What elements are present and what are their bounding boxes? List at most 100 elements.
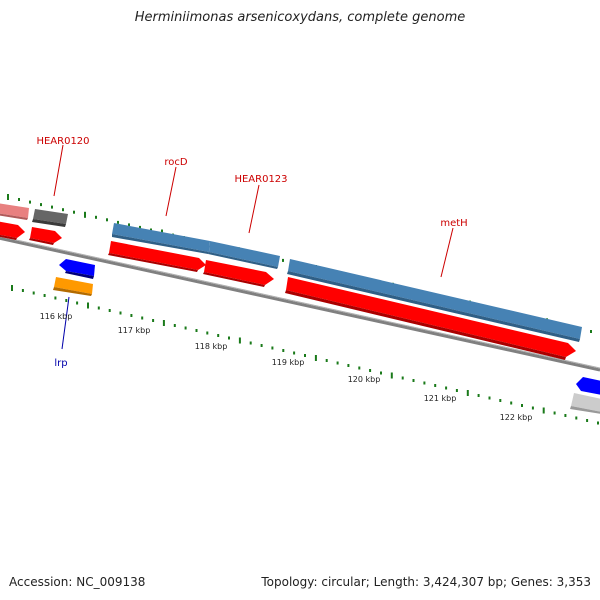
gene-hear0119-pink[interactable]	[0, 202, 29, 220]
lower-tick-40	[445, 386, 448, 390]
ruler-label-120kbp: 120 kbp	[348, 375, 381, 384]
gene-label-lrp[interactable]: lrp	[54, 358, 67, 369]
lower-tick-21	[238, 337, 241, 344]
lower-tick-15	[173, 324, 176, 327]
genome-backbone	[0, 236, 600, 372]
lower-tick-8	[97, 306, 100, 310]
gene-hear0119-cds[interactable]	[0, 220, 25, 240]
lower-tick-14	[162, 320, 165, 326]
upper-tick-53	[590, 330, 592, 333]
upper-tick-25	[282, 258, 284, 262]
upper-tick-7	[84, 211, 86, 218]
upper-tick-1	[18, 198, 20, 201]
lower-tick-12	[141, 316, 144, 320]
lower-tick-25	[282, 349, 285, 352]
rocd-leader-line	[165, 166, 177, 217]
lower-tick-41	[455, 389, 458, 392]
lower-tick-9	[108, 309, 111, 312]
lower-tick-7	[87, 302, 89, 309]
gene-meth-blue[interactable]	[287, 259, 582, 342]
lower-tick-51	[564, 414, 567, 417]
ruler-label-118kbp: 118 kbp	[195, 342, 228, 351]
lower-tick-53	[586, 419, 589, 422]
upper-tick-10	[117, 220, 119, 224]
lower-tick-20	[228, 336, 230, 340]
upper-tick-9	[106, 218, 108, 222]
map-title: Herminiimonas arsenicoxydans, complete g…	[134, 10, 466, 25]
lower-tick-29	[325, 359, 328, 362]
lower-tick-2	[32, 291, 35, 295]
gene-hear0120-gray[interactable]	[32, 209, 68, 227]
gene-right-light-gray[interactable]	[570, 393, 600, 414]
gene-lrp-orange[interactable]	[53, 277, 93, 296]
gene-hear0120-cds[interactable]	[29, 227, 62, 245]
lower-tick-35	[390, 372, 393, 379]
lower-tick-54	[597, 421, 599, 425]
lower-tick-47	[521, 404, 523, 407]
upper-tick-2	[29, 200, 31, 204]
accession-text: Accession: NC_009138	[9, 575, 146, 589]
gene-label-hear0120[interactable]: HEAR0120	[36, 136, 89, 147]
meth-leader-line	[440, 227, 454, 278]
lower-tick-17	[195, 329, 198, 332]
lower-tick-13	[152, 319, 155, 322]
gene-hear0123-cds[interactable]	[203, 260, 274, 287]
lower-tick-27	[304, 354, 306, 357]
gene-label-meth[interactable]: metH	[440, 218, 467, 229]
lower-tick-0	[11, 285, 13, 291]
lower-tick-52	[575, 416, 578, 420]
hear0123-leader-line	[248, 184, 260, 234]
gene-right-reverse-blue[interactable]	[576, 377, 600, 395]
lower-tick-16	[184, 326, 187, 330]
upper-tick-0	[7, 194, 9, 200]
gene-lrp-reverse[interactable]	[59, 259, 95, 279]
lower-tick-18	[206, 331, 209, 335]
lower-tick-6	[76, 301, 79, 305]
lower-tick-30	[336, 361, 339, 365]
lower-tick-3	[43, 294, 46, 297]
lower-tick-1	[21, 289, 24, 292]
lower-tick-track	[11, 285, 599, 425]
genome-summary-text: Topology: circular; Length: 3,424,307 bp…	[261, 575, 591, 589]
lower-tick-45	[499, 399, 502, 402]
gene-label-hear0123[interactable]: HEAR0123	[234, 174, 287, 185]
lower-tick-31	[347, 364, 350, 367]
lower-tick-36	[401, 376, 404, 380]
lower-tick-50	[553, 411, 556, 415]
genome-backbone-highlight	[0, 235, 600, 369]
ruler-label-122kbp: 122 kbp	[500, 413, 533, 422]
ruler-label-121kbp: 121 kbp	[424, 394, 457, 403]
upper-tick-3	[40, 203, 42, 207]
lower-tick-34	[380, 371, 382, 375]
lower-tick-33	[369, 369, 372, 372]
upper-tick-4	[51, 205, 53, 209]
gene-label-rocd[interactable]: rocD	[164, 157, 188, 168]
upper-tick-12	[139, 225, 141, 229]
ruler-label-116kbp: 116 kbp	[40, 312, 73, 321]
lower-tick-4	[54, 296, 57, 300]
upper-tick-11	[128, 223, 130, 227]
lower-tick-43	[477, 394, 480, 397]
lower-tick-11	[130, 314, 133, 317]
upper-tick-6	[73, 210, 75, 214]
lower-tick-46	[510, 401, 513, 405]
lower-tick-49	[542, 407, 545, 414]
lrp-leader-line	[61, 296, 70, 350]
upper-tick-5	[62, 208, 64, 212]
lower-tick-19	[217, 334, 220, 337]
hear0120-leader-line	[53, 144, 64, 197]
lower-tick-22	[249, 341, 252, 345]
gene-rocd-blue[interactable]	[112, 223, 210, 254]
lower-tick-23	[260, 344, 263, 347]
ruler-label-117kbp: 117 kbp	[118, 326, 151, 335]
ruler-label-119kbp: 119 kbp	[272, 358, 305, 367]
gene-hear0123-blue[interactable]	[208, 241, 280, 269]
gene-meth-cds[interactable]	[285, 277, 576, 360]
lower-tick-48	[531, 406, 534, 410]
lower-tick-32	[358, 366, 361, 370]
lower-tick-26	[293, 351, 296, 355]
lower-tick-44	[488, 396, 491, 400]
gene-rocd-cds[interactable]	[108, 241, 206, 272]
lower-tick-39	[434, 384, 437, 387]
